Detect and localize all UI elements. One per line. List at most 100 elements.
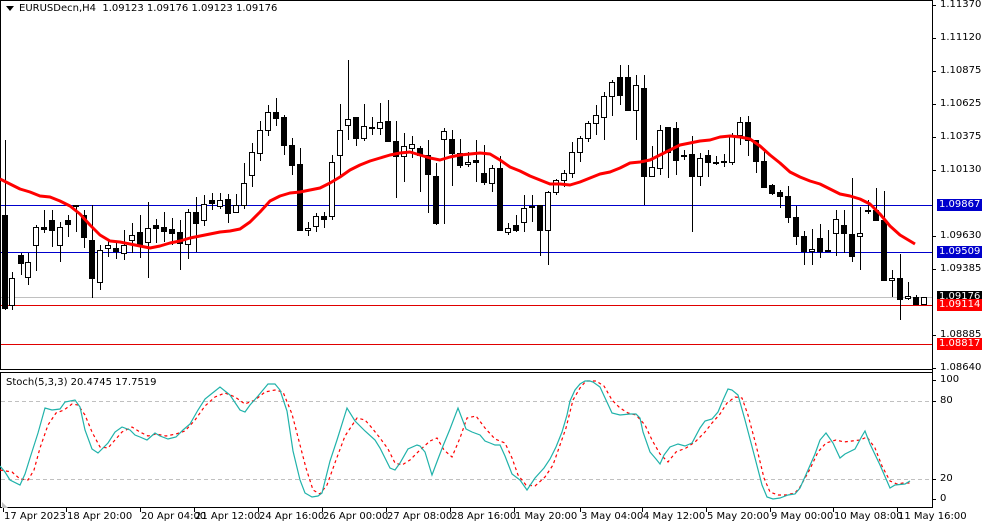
stoch-main-line [0,380,911,500]
candle [545,191,551,265]
candle [65,215,71,237]
time-tick-label: 5 May 20:00 [707,511,770,522]
price-tick-label: 1.10130 [940,163,982,175]
candle [145,202,151,278]
candle [305,222,311,236]
candle [577,136,583,162]
candle [177,220,183,270]
candle [185,209,191,259]
candle [841,210,847,253]
candle [393,121,399,198]
candle [9,272,15,310]
candle [217,193,223,209]
candle [281,115,287,155]
price-tick-label: 1.11370 [940,0,982,10]
candle [601,92,607,140]
candle [241,163,247,209]
candle [505,223,511,235]
stoch-axis-ticks [932,380,936,500]
time-tick-label: 20 Apr 04:00 [141,511,207,522]
collapse-triangle-icon[interactable] [6,5,14,11]
candle [257,121,263,161]
time-axis-ticks [3,508,898,512]
stoch-tick-label: 80 [940,395,953,406]
candle [801,231,807,265]
price-tick-label: 1.10875 [940,64,982,76]
candle [273,98,279,126]
price-tick-label: 1.09630 [940,230,982,242]
time-tick-label: 28 Apr 16:00 [451,511,517,522]
candle [785,186,791,223]
candle [161,212,167,242]
candle [289,138,295,175]
candlesticks [2,60,927,320]
price-axis-ticks [932,5,936,369]
price-tick-label: 1.10375 [940,131,982,143]
candle [833,210,839,256]
candle [33,225,39,271]
candle [473,140,479,182]
candle [313,213,319,232]
candle [889,270,895,297]
candle [897,254,903,320]
candle [25,253,31,285]
candle [425,140,431,213]
candle [777,190,783,208]
time-tick-label: 3 May 04:00 [581,511,644,522]
candle [337,104,343,175]
candle [201,195,207,226]
time-tick-label: 11 May 16:00 [898,511,967,522]
stoch-tick-label: 100 [940,374,960,385]
candle [2,140,8,310]
main-price-panel[interactable] [0,0,933,370]
candle [441,128,447,224]
candle [297,148,303,231]
candle [481,145,487,185]
candle [761,150,767,188]
candle [49,210,55,247]
stoch-tick-label: 0 [940,493,947,504]
candle [249,143,255,187]
candle [793,206,799,245]
candle [321,212,327,228]
price-marker-label: 1.09114 [937,298,982,311]
price-marker-label: 1.09867 [937,198,982,211]
scroll-corner-icon [2,502,8,508]
candle [193,197,199,252]
time-tick-label: 21 Apr 12:00 [195,511,261,522]
horizontal-lines[interactable] [1,205,932,345]
candle [433,163,439,225]
candle [41,210,47,233]
candle [233,194,239,213]
candle [921,297,927,305]
time-tick-label: 4 May 12:00 [643,511,706,522]
candle [769,184,775,195]
candle [625,65,631,111]
candle [409,136,415,158]
candle [18,253,24,275]
stochastic-panel[interactable] [0,372,933,508]
candle [81,210,87,248]
time-tick-label: 26 Apr 00:00 [323,511,389,522]
candle [89,205,95,298]
candle [385,100,391,142]
candle [641,75,647,205]
candle [753,140,759,173]
time-tick-label: 10 May 08:00 [834,511,903,522]
candle [809,229,815,265]
candle [265,105,271,136]
candle [633,75,639,140]
candle [537,205,543,256]
candle [913,295,919,305]
candle [857,207,863,270]
moving-average-line [0,134,916,250]
candle [345,60,351,140]
candle [169,218,175,245]
candle [817,224,823,258]
chart-title: EURUSDecn,H4 1.09123 1.09176 1.09123 1.0… [6,3,277,14]
candle [57,222,63,262]
candle [849,178,855,262]
time-tick-label: 17 Apr 2023 [4,511,66,522]
candle [905,282,911,300]
